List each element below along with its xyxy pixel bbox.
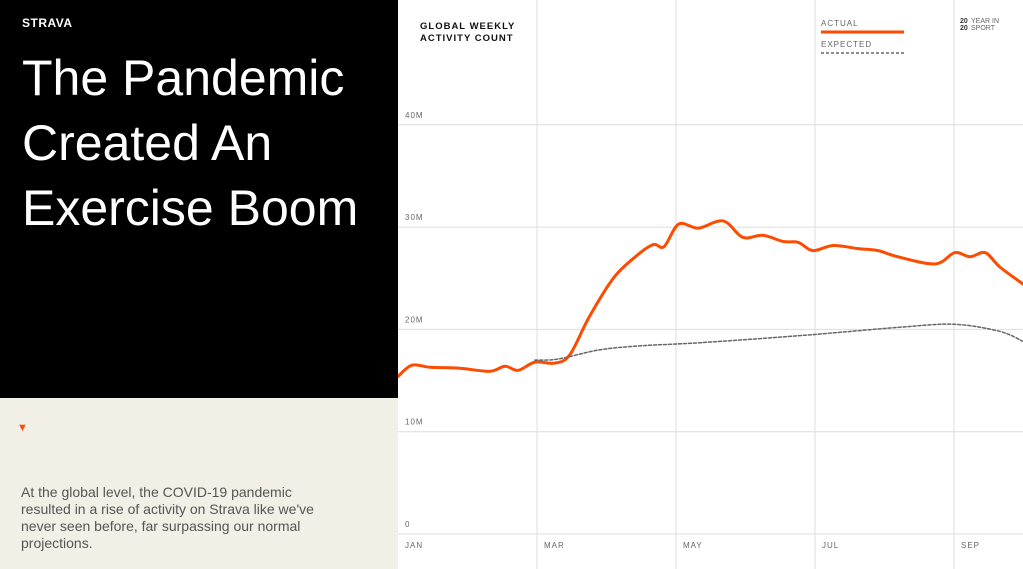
description-text: At the global level, the COVID-19 pandem… bbox=[21, 484, 314, 551]
y-tick-label: 30M bbox=[405, 213, 424, 222]
x-tick-label: JUL bbox=[822, 541, 839, 550]
x-tick-label: MAR bbox=[544, 541, 565, 550]
x-tick-label: SEP bbox=[961, 541, 980, 550]
x-tick-label: MAY bbox=[683, 541, 703, 550]
badge-num-2: 20 bbox=[960, 25, 968, 32]
y-tick-label: 40M bbox=[405, 111, 424, 120]
chart-title-line-1: GLOBAL WEEKLY bbox=[420, 21, 515, 32]
badge-text-2: SPORT bbox=[971, 25, 996, 32]
legend-actual-label: ACTUAL bbox=[821, 19, 859, 28]
series-line-actual bbox=[398, 219, 1023, 378]
hero-panel: STRAVA The Pandemic Created An Exercise … bbox=[0, 0, 398, 398]
chart-title-line-2: ACTIVITY COUNT bbox=[420, 33, 514, 44]
y-tick-label: 10M bbox=[405, 418, 424, 427]
y-tick-label: 20M bbox=[405, 315, 424, 324]
strava-logo[interactable]: STRAVA bbox=[22, 16, 73, 30]
description-panel: ▼ At the global level, the COVID-19 pand… bbox=[0, 398, 398, 569]
series-line-expected bbox=[534, 323, 1023, 361]
triangle-down-icon[interactable]: ▼ bbox=[17, 422, 28, 434]
legend-expected-label: EXPECTED bbox=[821, 40, 872, 49]
page-title: The Pandemic Created An Exercise Boom bbox=[22, 50, 359, 236]
badge-text-1: YEAR IN bbox=[971, 18, 999, 25]
x-tick-label: JAN bbox=[405, 541, 423, 550]
year-in-sport-badge[interactable]: 20 YEAR IN 20 SPORT bbox=[960, 18, 999, 32]
y-tick-label: 0 bbox=[405, 520, 410, 529]
badge-num-1: 20 bbox=[960, 18, 968, 25]
activity-chart: 0 10M 20M 30M 40M JAN MAR MAY JUL SEP GLOBAL WEEK… bbox=[398, 0, 1023, 569]
